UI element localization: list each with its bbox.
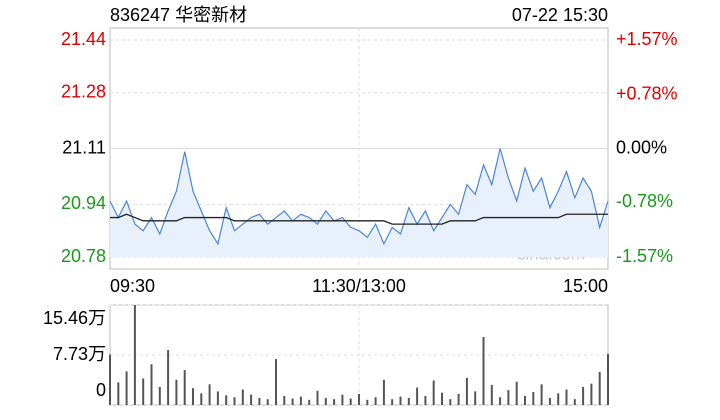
- timestamp: 07-22 15:30: [512, 5, 608, 25]
- volume-bar: [424, 395, 427, 405]
- volume-bar: [366, 399, 369, 405]
- volume-bar: [399, 396, 402, 405]
- volume-bar: [382, 379, 385, 405]
- volume-bar: [225, 395, 228, 405]
- volume-bar: [474, 391, 477, 405]
- y2-tick-label: 0.00%: [616, 137, 667, 157]
- volume-bar: [465, 377, 468, 405]
- volume-bar: [358, 394, 360, 405]
- volume-bar: [499, 397, 502, 405]
- volume-bar: [324, 397, 327, 405]
- volume-bar: [557, 393, 560, 405]
- volume-bar: [407, 397, 410, 405]
- volume-bar: [233, 397, 236, 405]
- average-line: [110, 213, 608, 225]
- volume-bar: [133, 305, 136, 405]
- price-line: [109, 148, 609, 246]
- volume-bar: [432, 380, 435, 405]
- volume-bar: [266, 399, 269, 405]
- volume-bar: [341, 394, 344, 405]
- y2-tick-label: +0.78%: [616, 83, 678, 103]
- y2-tick-label: +1.57%: [616, 29, 678, 49]
- volume-bar: [607, 353, 609, 405]
- volume-bar: [142, 378, 145, 405]
- volume-bar: [250, 394, 253, 405]
- y2-tick-label: -0.78%: [616, 191, 673, 211]
- volume-bar: [349, 398, 352, 405]
- volume-bar: [150, 364, 153, 405]
- volume-tick-label: 7.73万: [53, 344, 106, 364]
- y-tick-label: 21.11: [62, 137, 106, 157]
- chart-title: 836247 华密新材: [110, 5, 247, 25]
- volume-bar: [200, 393, 203, 405]
- volume-bar: [333, 399, 336, 405]
- volume-bar: [548, 397, 551, 405]
- volume-bar: [598, 372, 601, 405]
- volume-bar: [208, 384, 211, 405]
- volume-bar: [158, 386, 161, 405]
- volume-bar: [490, 384, 493, 405]
- volume-bar: [449, 399, 452, 405]
- volume-bar: [117, 382, 120, 405]
- volume-bar: [540, 384, 543, 405]
- volume-bar: [573, 399, 576, 405]
- volume-bar: [258, 397, 261, 405]
- volume-bar: [283, 395, 286, 405]
- y-tick-label: 20.78: [61, 246, 106, 266]
- volume-bar: [391, 399, 394, 405]
- volume-bar: [457, 394, 460, 405]
- volume-bar: [299, 396, 302, 405]
- volume-bar: [416, 387, 419, 405]
- x-tick-label: 15:00: [563, 276, 608, 296]
- volume-bar: [275, 359, 277, 405]
- volume-tick-label: 15.46万: [43, 308, 106, 328]
- volume-bar: [175, 379, 178, 405]
- y-tick-label: 21.28: [61, 81, 106, 101]
- volume-bar: [374, 397, 377, 405]
- price-area: [110, 148, 608, 257]
- volume-bar: [507, 390, 510, 405]
- volume-bar: [590, 383, 593, 405]
- y-tick-label: 20.94: [61, 193, 106, 213]
- volume-bar: [524, 395, 526, 405]
- volume-bar: [241, 389, 244, 405]
- x-tick-label: 11:30/13:00: [312, 276, 406, 296]
- volume-bar: [109, 354, 111, 405]
- x-tick-label: 09:30: [110, 276, 155, 296]
- volume-bar: [192, 388, 194, 405]
- volume-bar: [291, 398, 294, 405]
- volume-bar: [582, 386, 585, 405]
- volume-bar: [532, 392, 535, 405]
- volume-bar: [308, 399, 311, 405]
- y2-tick-label: -1.57%: [616, 246, 673, 266]
- volume-bar: [565, 389, 568, 405]
- volume-bar: [167, 350, 170, 405]
- volume-bar: [482, 337, 485, 405]
- volume-bar: [441, 392, 443, 405]
- y-tick-label: 21.44: [61, 29, 106, 49]
- volume-bar: [216, 391, 219, 405]
- volume-bar: [125, 371, 128, 405]
- volume-bar: [515, 381, 518, 405]
- volume-bar: [183, 370, 186, 405]
- volume-tick-label: 0: [96, 380, 106, 400]
- volume-bar: [316, 390, 319, 405]
